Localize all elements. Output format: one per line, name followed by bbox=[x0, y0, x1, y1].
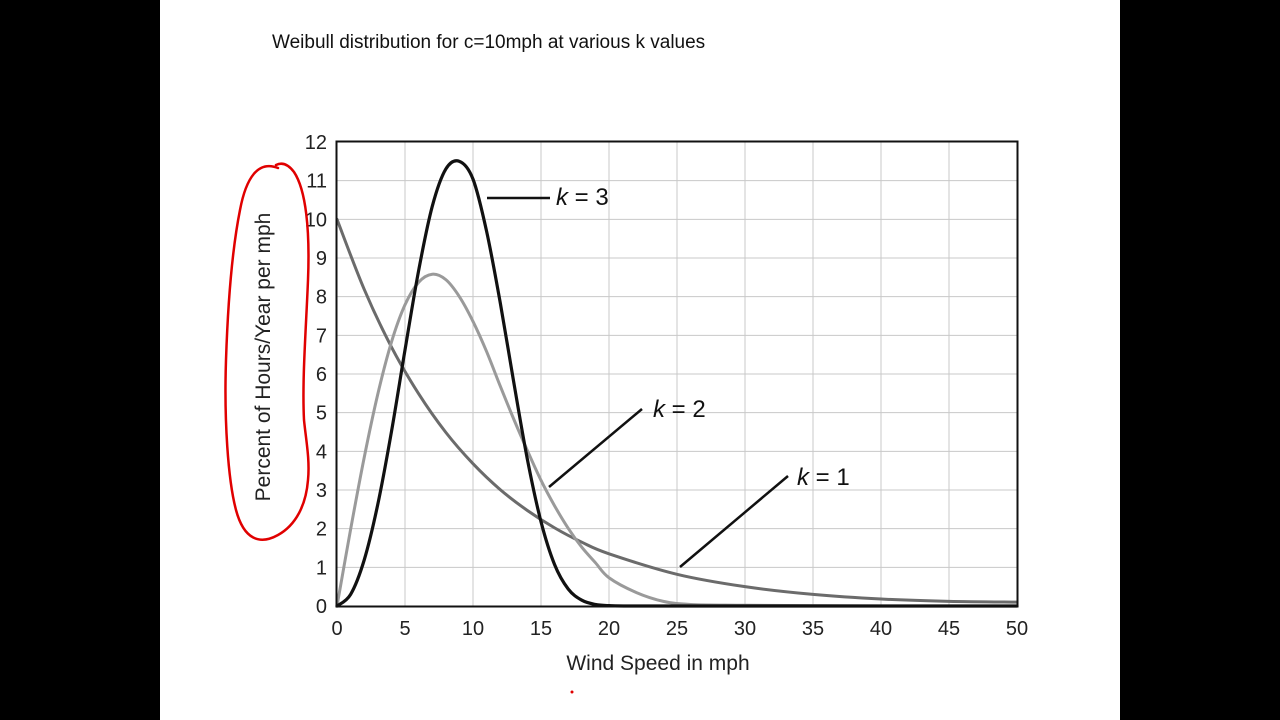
leader-line-k2 bbox=[548, 408, 643, 488]
series-label-k3: k = 3 bbox=[556, 184, 609, 211]
y-tick-label: 2 bbox=[316, 519, 327, 541]
red-dot-mark bbox=[570, 690, 574, 694]
x-tick-label: 15 bbox=[530, 618, 552, 640]
x-tick-label: 35 bbox=[802, 618, 824, 640]
label-k1: k = 1 bbox=[679, 464, 850, 568]
x-tick-label: 20 bbox=[598, 618, 620, 640]
y-axis-title: Percent of Hours/Year per mph bbox=[252, 213, 275, 502]
y-tick-label: 1 bbox=[316, 557, 327, 579]
series-line-k2 bbox=[335, 272, 1019, 608]
y-tick-label: 0 bbox=[316, 596, 327, 618]
y-tick-label: 12 bbox=[305, 132, 327, 154]
series-label-k2: k = 2 bbox=[653, 396, 706, 423]
series-label-k1: k = 1 bbox=[797, 464, 850, 491]
y-tick-label: 6 bbox=[316, 364, 327, 386]
x-axis-title: Wind Speed in mph bbox=[566, 652, 749, 675]
slide-title: Weibull distribution for c=10mph at vari… bbox=[272, 32, 706, 53]
grid bbox=[336, 141, 1018, 607]
y-tick-label: 3 bbox=[316, 480, 327, 502]
x-tick-label: 0 bbox=[331, 618, 342, 640]
x-tick-label: 10 bbox=[462, 618, 484, 640]
series-label-k3-var: k bbox=[556, 184, 570, 211]
x-tick-label: 25 bbox=[666, 618, 688, 640]
series-label-k1-var: k bbox=[797, 464, 811, 491]
series-label-k2-rest: = 2 bbox=[665, 396, 706, 423]
y-tick-label: 7 bbox=[316, 325, 327, 347]
x-tick-labels: 0 5 10 15 20 25 30 35 40 45 50 bbox=[331, 618, 1028, 640]
red-annotation-loop bbox=[224, 162, 310, 541]
label-k3: k = 3 bbox=[487, 184, 609, 211]
y-tick-label: 11 bbox=[306, 171, 327, 193]
y-tick-label: 8 bbox=[316, 287, 327, 309]
series-label-k2-var: k bbox=[653, 396, 667, 423]
y-tick-label: 10 bbox=[305, 209, 327, 231]
label-k2: k = 2 bbox=[548, 396, 706, 488]
x-tick-label: 30 bbox=[734, 618, 756, 640]
series-label-k3-rest: = 3 bbox=[568, 184, 609, 211]
y-tick-label: 9 bbox=[316, 248, 327, 270]
slide: Weibull distribution for c=10mph at vari… bbox=[160, 0, 1120, 720]
x-tick-label: 5 bbox=[399, 618, 410, 640]
y-tick-label: 5 bbox=[316, 403, 327, 425]
series-label-k1-rest: = 1 bbox=[809, 464, 850, 491]
series-line-k1 bbox=[335, 217, 1019, 604]
x-tick-label: 50 bbox=[1006, 618, 1028, 640]
x-tick-label: 45 bbox=[938, 618, 960, 640]
plot-frame bbox=[335, 140, 1019, 608]
x-tick-label: 40 bbox=[870, 618, 892, 640]
y-tick-label: 4 bbox=[316, 441, 327, 463]
leader-line-k1 bbox=[679, 475, 789, 568]
